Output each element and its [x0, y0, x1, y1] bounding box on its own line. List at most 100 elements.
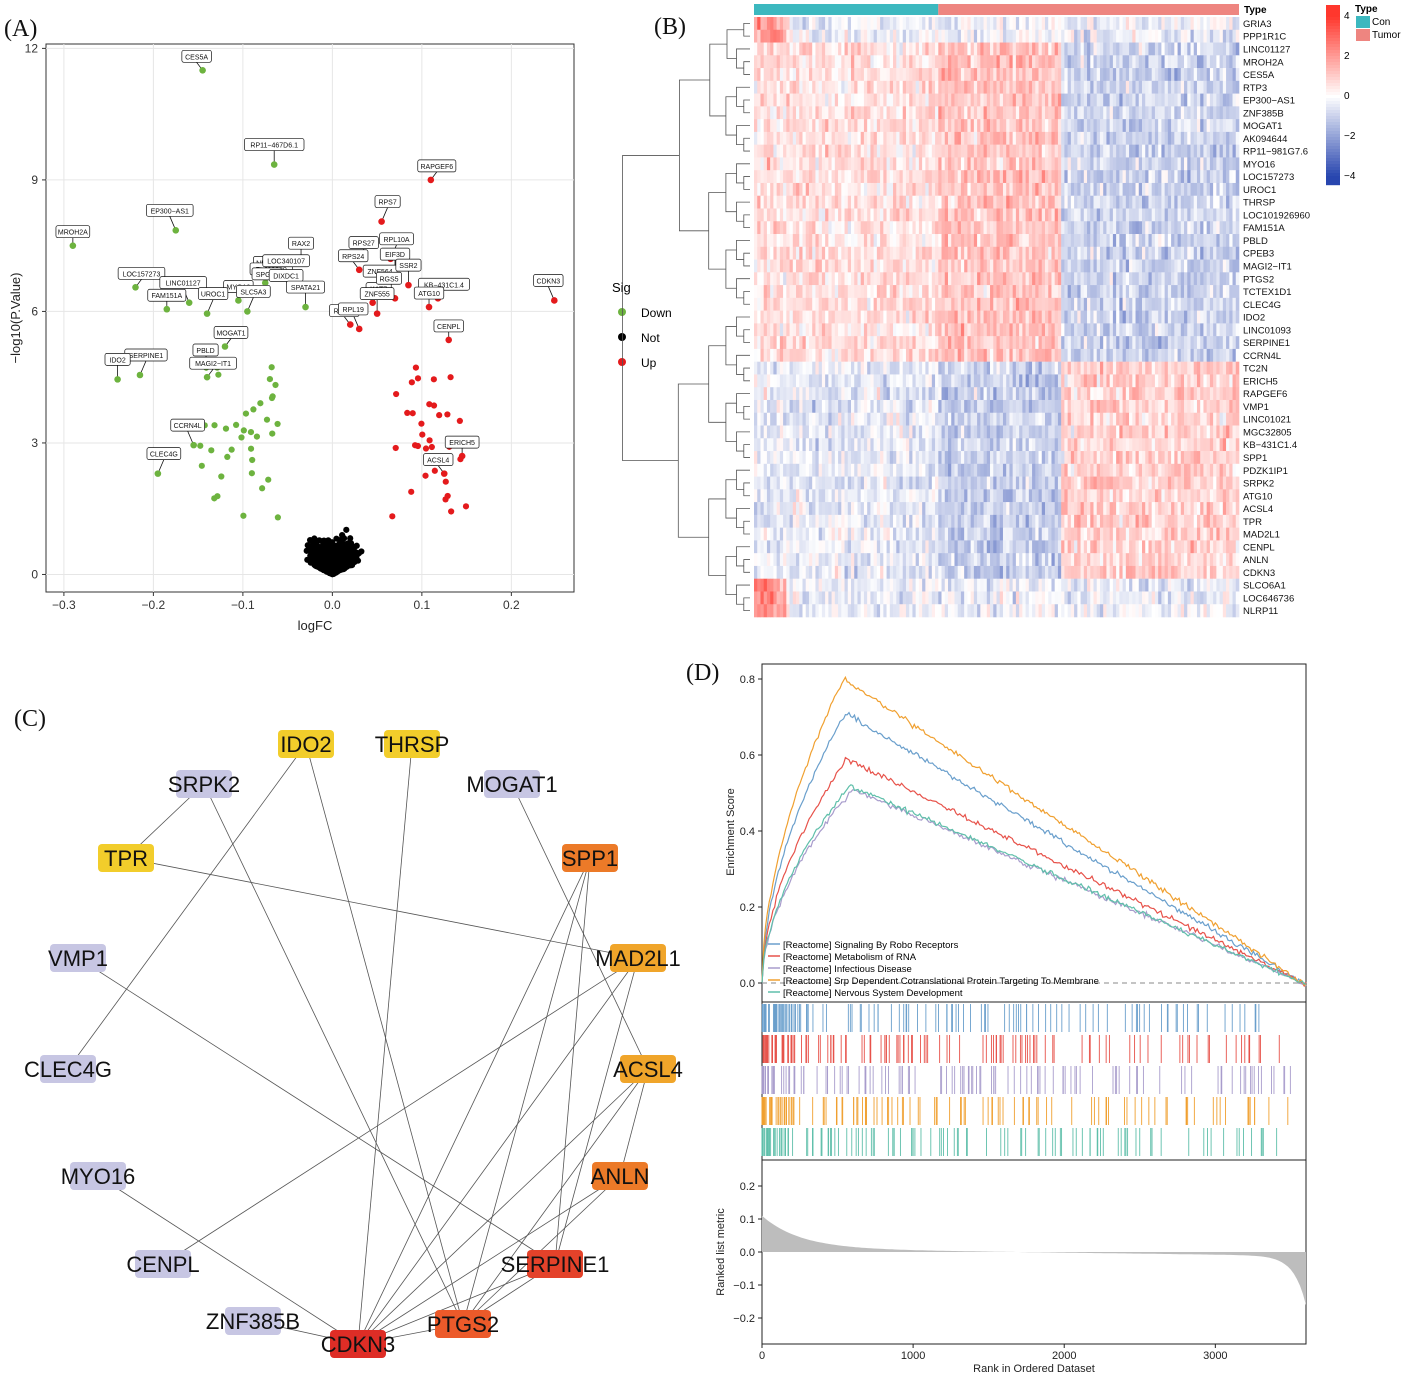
- heatmap-cell: [886, 68, 891, 82]
- heatmap-cell: [1009, 131, 1013, 145]
- heatmap-cell: [922, 119, 926, 133]
- gene-label: SLC5A3: [240, 289, 266, 296]
- heatmap-cell: [1077, 131, 1081, 145]
- heatmap-cell: [1180, 170, 1185, 184]
- heatmap-cell: [786, 157, 790, 171]
- heatmap-cell: [867, 68, 871, 82]
- heatmap-cell: [1174, 106, 1178, 120]
- heatmap-cell: [867, 221, 871, 235]
- heatmap-cell: [812, 208, 816, 222]
- heatmap-cell: [1012, 272, 1017, 286]
- heatmap-cell: [1148, 29, 1152, 43]
- heatmap-cell: [938, 170, 942, 184]
- heatmap-cell: [960, 234, 965, 248]
- heatmap-cell: [1074, 29, 1078, 43]
- heatmap-cell: [954, 80, 958, 94]
- heatmap-cell: [802, 42, 807, 56]
- heatmap-cell: [905, 93, 910, 107]
- heatmap-cell: [1025, 55, 1030, 69]
- heatmap-cell: [828, 272, 832, 286]
- heatmap-cell: [1048, 272, 1052, 286]
- heatmap-cell: [854, 182, 858, 197]
- heatmap-cell: [1106, 17, 1110, 31]
- heatmap-cell: [844, 42, 849, 56]
- heatmap-cell: [831, 119, 836, 133]
- heatmap-cell: [841, 131, 845, 145]
- heatmap-cell: [825, 182, 829, 197]
- heatmap-cell: [960, 42, 965, 56]
- heatmap-cell: [1099, 144, 1104, 158]
- heatmap-cell: [925, 144, 929, 158]
- heatmap-cell: [1112, 80, 1117, 94]
- heatmap-cell: [1187, 119, 1191, 133]
- heatmap-cell: [1222, 93, 1227, 107]
- heatmap-cell: [928, 131, 933, 145]
- x-tick-label: −0.1: [231, 598, 255, 612]
- heatmap-cell: [922, 68, 926, 82]
- heatmap-cell: [893, 93, 897, 107]
- heatmap-cell: [1070, 259, 1075, 273]
- heatmap-cell: [1222, 234, 1227, 248]
- heatmap-cell: [1161, 170, 1165, 184]
- heatmap-cell: [847, 29, 852, 43]
- heatmap-cell: [1216, 80, 1220, 94]
- heatmap-cell: [1054, 144, 1059, 158]
- heatmap-cell: [1171, 234, 1175, 248]
- heatmap-cell: [1087, 144, 1091, 158]
- heatmap-cell: [867, 17, 871, 31]
- heatmap-cell: [973, 68, 978, 82]
- heatmap-cell: [980, 195, 984, 209]
- heatmap-cell: [1232, 144, 1237, 158]
- heatmap-cell: [1158, 195, 1162, 209]
- heatmap-cell: [1125, 119, 1130, 133]
- heatmap-cell: [1148, 157, 1152, 171]
- heatmap-cell: [766, 106, 771, 120]
- heatmap-cell: [948, 246, 952, 260]
- heatmap-cell: [857, 246, 861, 260]
- heatmap-cell: [1054, 42, 1059, 56]
- heatmap-cell: [1180, 68, 1185, 82]
- heatmap-cell: [1177, 157, 1182, 171]
- heatmap-cell: [899, 195, 904, 209]
- heatmap-cell: [893, 182, 897, 197]
- heatmap-cell: [857, 182, 861, 197]
- heatmap-cell: [1109, 246, 1114, 260]
- heatmap-cell: [1232, 157, 1237, 171]
- heatmap-cell: [1209, 234, 1214, 248]
- heatmap-cell: [1019, 208, 1023, 222]
- heatmap-cell: [993, 221, 997, 235]
- heatmap-cell: [1067, 29, 1072, 43]
- heatmap-cell: [1122, 221, 1127, 235]
- heatmap-cell: [1206, 68, 1211, 82]
- heatmap-cell: [1077, 195, 1081, 209]
- heatmap-cell: [1035, 68, 1039, 82]
- heatmap-cell: [773, 55, 777, 69]
- volcano-point: [333, 535, 340, 542]
- heatmap-cell: [1041, 246, 1046, 260]
- heatmap-cell: [967, 29, 971, 43]
- heatmap-cell: [883, 221, 887, 235]
- heatmap-cell: [1154, 80, 1159, 94]
- heatmap-cell: [1074, 131, 1078, 145]
- heatmap-cell: [1132, 68, 1136, 82]
- heatmap-cell: [986, 157, 991, 171]
- heatmap-cell: [954, 93, 958, 107]
- heatmap-cell: [1028, 119, 1033, 133]
- heatmap-cell: [1028, 55, 1033, 69]
- heatmap-cell: [773, 80, 777, 94]
- dendrogram-branch: [736, 278, 750, 299]
- heatmap-cell: [1206, 144, 1211, 158]
- heatmap-cell: [838, 234, 842, 248]
- heatmap-cell: [757, 259, 761, 273]
- heatmap-cell: [1174, 234, 1178, 248]
- heatmap-cell: [847, 93, 852, 107]
- heatmap-cell: [889, 106, 894, 120]
- heatmap-cell: [925, 119, 929, 133]
- heatmap-cell: [815, 29, 819, 43]
- heatmap-cell: [980, 182, 984, 197]
- heatmap-cell: [893, 80, 897, 94]
- heatmap-cell: [1122, 93, 1127, 107]
- heatmap-cell: [1015, 208, 1020, 222]
- heatmap-cell: [1067, 17, 1072, 31]
- volcano-point: [462, 503, 470, 510]
